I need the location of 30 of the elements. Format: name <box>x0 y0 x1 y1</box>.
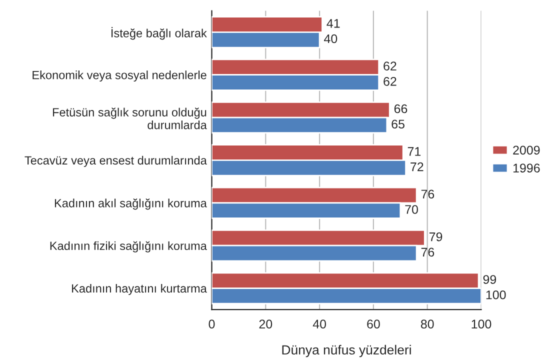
data-label: 40 <box>324 34 338 44</box>
data-label: 79 <box>429 232 442 242</box>
data-label: 99 <box>483 275 496 284</box>
x-axis-title: Dünya nüfus yüzdeleri <box>282 344 411 358</box>
data-label: 100 <box>486 290 506 300</box>
y-tick-label: Fetüsün sağlık sorunu olduğu durumlarda <box>52 108 207 130</box>
y-tick-label: İsteğe bağlı olarak <box>112 27 207 40</box>
y-tick-label: Kadının fiziki sağlığını koruma <box>50 241 207 252</box>
data-label: 66 <box>394 104 408 114</box>
data-label: 76 <box>421 190 434 199</box>
x-tick-label: 40 <box>312 320 326 329</box>
data-label: 65 <box>392 120 404 129</box>
x-tick-label: 100 <box>472 320 492 329</box>
x-tick-label: 80 <box>420 320 434 329</box>
data-label: 41 <box>326 19 340 28</box>
x-tick-label: 0 <box>208 320 215 329</box>
data-label: 62 <box>384 77 396 86</box>
data-label: 71 <box>408 147 421 156</box>
y-tick-label: Tecavüz veya ensest durumlarında <box>24 156 207 167</box>
data-label: 76 <box>421 248 434 257</box>
y-tick-label: Kadının hayatını kurtarma <box>72 284 207 295</box>
y-tick-label: Ekonomik veya sosyal nedenlerle <box>32 70 206 82</box>
data-label: 70 <box>405 205 418 214</box>
data-label: 62 <box>384 62 396 70</box>
y-tick-label: Kadının akıl sağlığını koruma <box>54 198 207 210</box>
legend-label: 2009 <box>513 146 540 155</box>
legend-label: 1996 <box>513 164 540 173</box>
data-label: 72 <box>410 162 424 172</box>
x-tick-label: 60 <box>367 320 380 329</box>
x-tick-label: 20 <box>259 320 272 329</box>
